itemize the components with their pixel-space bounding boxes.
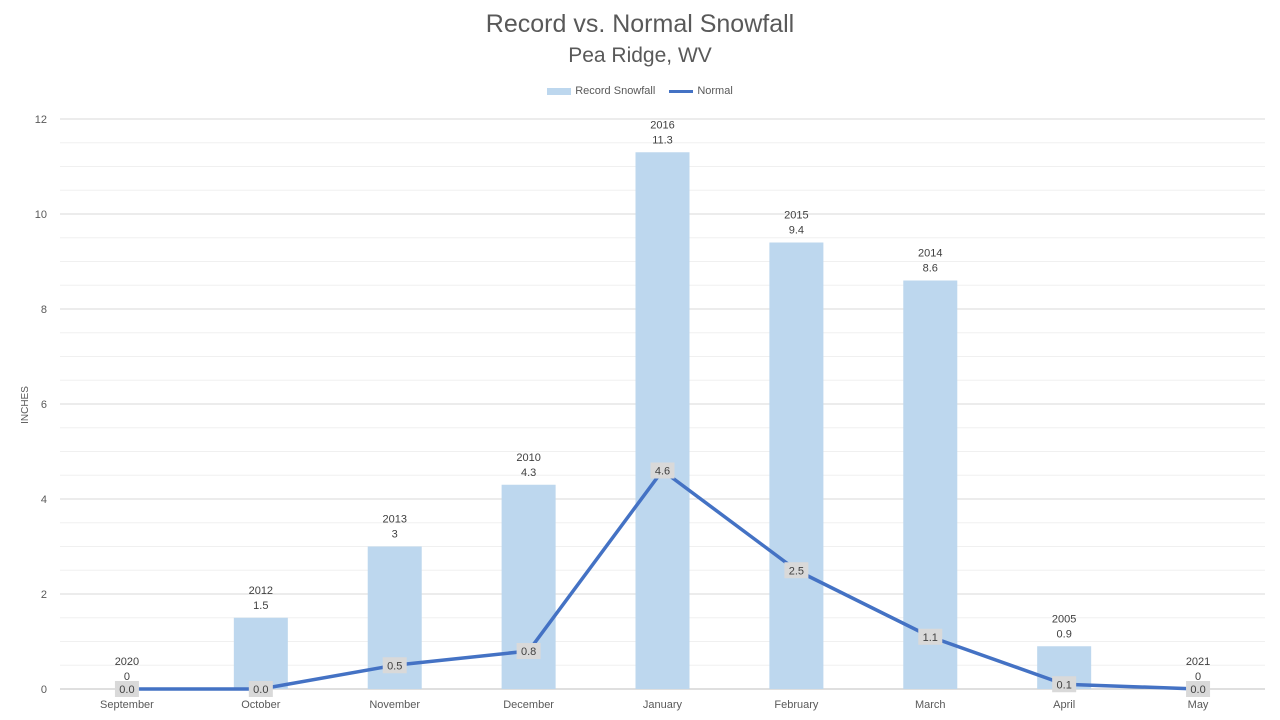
normal-point-label: 0.0	[253, 684, 268, 696]
bar-year-label: 2013	[382, 514, 406, 526]
normal-point-label: 4.6	[655, 466, 670, 478]
bar-year-label: 2005	[1052, 613, 1076, 625]
bar-february	[769, 242, 824, 689]
y-tick-label: 10	[35, 209, 47, 221]
normal-point-label: 0.0	[1190, 684, 1205, 696]
normal-point-label-box	[1052, 676, 1077, 693]
bar-year-label: 2014	[918, 248, 942, 260]
y-tick-label: 6	[41, 399, 47, 411]
legend-entry-record: Record Snowfall	[547, 85, 655, 97]
x-tick-label: January	[643, 699, 683, 711]
x-tick-label: February	[774, 699, 819, 711]
normal-point-label: 1.1	[923, 632, 938, 644]
x-axis-ticks: September October November December January F…	[100, 699, 1209, 711]
bar-march	[903, 280, 958, 689]
bar-value-label: 1.5	[253, 600, 268, 612]
x-tick-label: March	[915, 699, 946, 711]
x-tick-label: October	[241, 699, 280, 711]
chart-title: Record vs. Normal Snowfall	[485, 10, 795, 38]
x-tick-label: November	[369, 699, 420, 711]
chart-subtitle: Pea Ridge, WV	[568, 44, 712, 67]
chart-legend: Record Snowfall Normal	[0, 85, 1280, 97]
x-tick-label: December	[503, 699, 554, 711]
y-tick-label: 12	[35, 114, 47, 126]
legend-swatch-normal	[669, 89, 694, 93]
y-tick-label: 2	[41, 589, 47, 601]
normal-line: 0.0 0.0 0.5 0.8 4.6 2.5 1.1 0.1 0.0	[114, 462, 1211, 697]
legend-label-record: Record Snowfall	[575, 85, 656, 97]
bar-value-label: 11.3	[652, 134, 673, 146]
y-axis-title: INCHES	[20, 386, 31, 424]
normal-point-label: 0.5	[387, 660, 402, 672]
normal-point-label-box	[784, 562, 809, 579]
y-tick-label: 0	[41, 684, 47, 696]
bar-year-label: 2015	[784, 210, 808, 222]
legend-swatch-record	[547, 87, 572, 95]
record-bars	[233, 152, 1092, 689]
bar-value-label: 9.4	[789, 225, 804, 237]
legend-entry-normal: Normal	[669, 85, 733, 97]
bar-year-label: 2016	[650, 119, 674, 131]
normal-point-label: 0.8	[521, 646, 536, 658]
bar-year-label: 2010	[516, 452, 540, 464]
bar-value-label: 4.3	[521, 467, 536, 479]
normal-point-label: 0.0	[119, 684, 134, 696]
bar-value-label: 0.9	[1057, 628, 1072, 640]
bar-year-label: 2012	[249, 585, 273, 597]
bar-october	[233, 617, 288, 689]
x-tick-label: April	[1053, 699, 1075, 711]
bar-value-label: 8.6	[923, 263, 938, 275]
normal-point-label-box	[650, 462, 675, 479]
x-tick-label: May	[1188, 699, 1209, 711]
bar-value-label: 0	[1195, 671, 1201, 683]
normal-point-label-box	[1186, 681, 1211, 697]
y-tick-label: 4	[41, 494, 47, 506]
bar-year-label: 2021	[1186, 656, 1210, 668]
normal-point-label-box	[114, 681, 139, 697]
normal-point-label: 2.5	[789, 565, 804, 577]
normal-point-label-box	[248, 681, 273, 697]
normal-point-label-box	[516, 643, 541, 659]
y-tick-label: 8	[41, 304, 47, 316]
legend-label-normal: Normal	[697, 85, 733, 97]
normal-point-label-box	[382, 657, 407, 674]
normal-point-label: 0.1	[1057, 679, 1072, 691]
y-axis-ticks: 0 2 4 6 8 10 12	[35, 114, 47, 696]
bar-year-label: 2020	[115, 656, 139, 668]
bar-value-label: 0	[124, 671, 130, 683]
bar-january	[635, 152, 690, 689]
normal-point-label-box	[918, 628, 943, 645]
x-tick-label: September	[100, 699, 154, 711]
bar-labels: 2020 0 2012 1.5 2013 3 2010 4.3 2016 11.3 2015 9.4 2…	[115, 119, 1211, 683]
bar-value-label: 3	[392, 529, 398, 541]
